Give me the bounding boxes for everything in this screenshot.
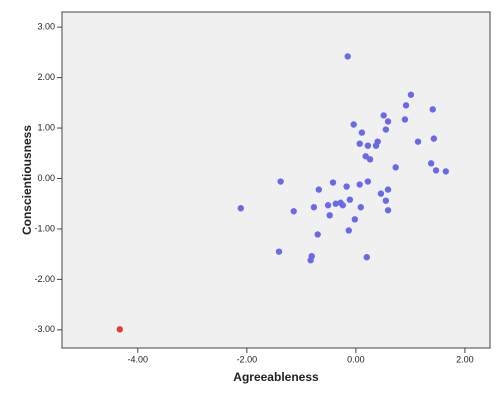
y-tick-label: -3.00 xyxy=(34,324,55,334)
point xyxy=(377,190,385,197)
point xyxy=(237,205,245,212)
point xyxy=(384,186,392,193)
point xyxy=(407,91,415,98)
point xyxy=(414,138,422,145)
point xyxy=(363,253,370,261)
point xyxy=(345,227,352,234)
x-tick-label: 0.00 xyxy=(347,354,365,364)
point xyxy=(343,183,350,190)
point xyxy=(350,121,357,128)
point xyxy=(275,248,283,255)
point xyxy=(356,140,363,147)
point xyxy=(307,257,314,264)
point xyxy=(356,181,363,188)
point xyxy=(310,204,318,211)
point xyxy=(332,200,339,207)
x-axis-title: Agreeableness xyxy=(233,370,319,384)
x-tick-label: -4.00 xyxy=(128,354,149,364)
point xyxy=(427,160,435,167)
point xyxy=(384,207,392,214)
point xyxy=(366,156,374,163)
x-tick-label: 2.00 xyxy=(456,354,474,364)
point xyxy=(402,102,410,109)
point xyxy=(314,231,321,238)
point xyxy=(351,216,358,223)
point xyxy=(116,326,123,333)
point xyxy=(357,204,364,211)
point xyxy=(442,168,450,175)
point xyxy=(346,196,354,203)
y-tick-label: 0.00 xyxy=(37,173,55,183)
point xyxy=(324,202,332,209)
point xyxy=(382,126,390,133)
point xyxy=(384,118,392,125)
point xyxy=(429,106,436,113)
point xyxy=(401,116,409,123)
point xyxy=(380,112,387,119)
x-tick-label: -2.00 xyxy=(237,354,258,364)
y-tick-label: 3.00 xyxy=(37,22,55,32)
point xyxy=(339,202,346,209)
point xyxy=(364,142,372,149)
point xyxy=(364,178,372,185)
point xyxy=(326,212,333,219)
point xyxy=(290,208,297,215)
point xyxy=(372,142,380,149)
point xyxy=(430,135,438,142)
point xyxy=(358,129,366,136)
y-axis-title: Conscientiousness xyxy=(20,125,34,235)
point xyxy=(277,178,284,185)
y-tick-label: 2.00 xyxy=(37,72,55,82)
point xyxy=(344,53,351,60)
point xyxy=(329,179,337,186)
plot-area xyxy=(61,11,491,349)
point xyxy=(432,167,440,174)
y-tick-label: -1.00 xyxy=(34,223,55,233)
point xyxy=(315,186,322,193)
y-tick-label: 1.00 xyxy=(37,122,55,132)
point xyxy=(382,197,390,204)
point xyxy=(392,164,399,171)
y-tick-label: -2.00 xyxy=(34,274,55,284)
